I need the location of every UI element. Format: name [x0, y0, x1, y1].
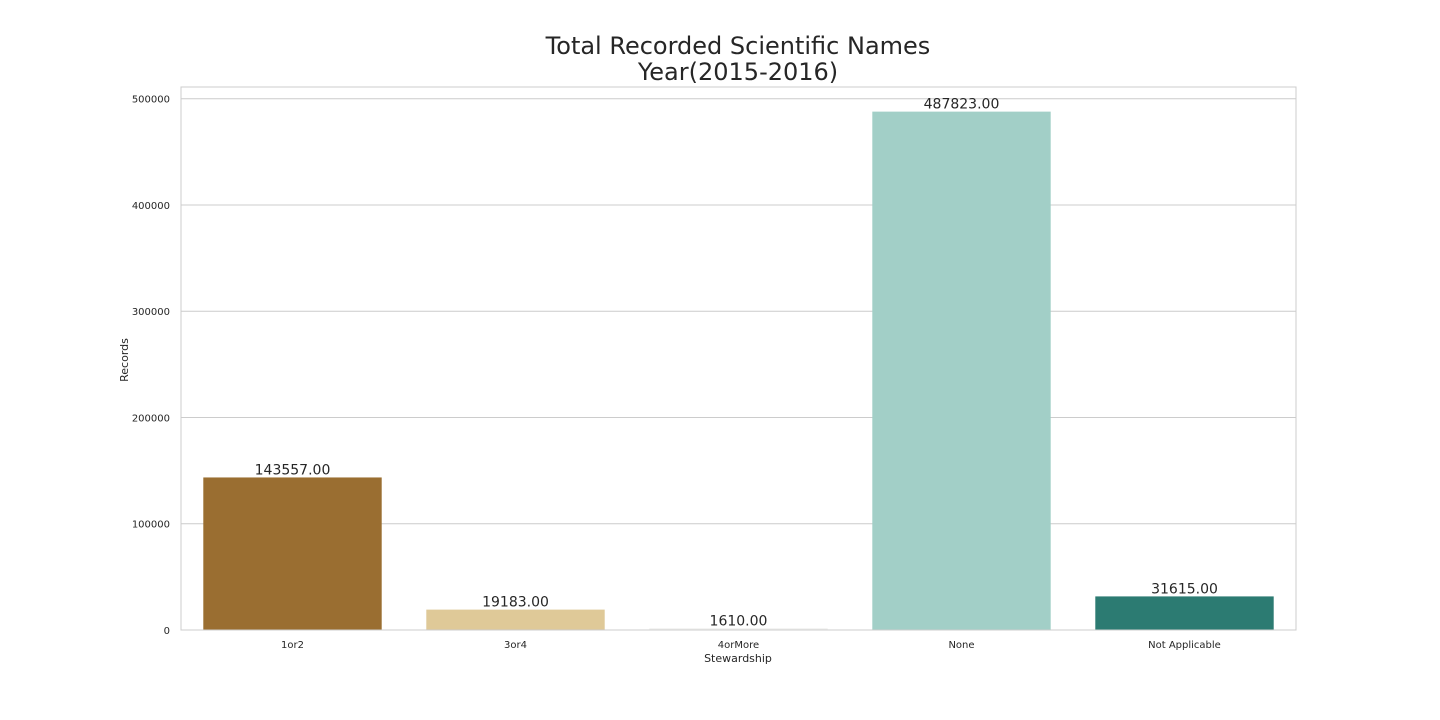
x-axis-label: Stewardship [704, 652, 772, 665]
x-tick-label: 4orMore [718, 640, 759, 651]
bar-1or2 [203, 477, 382, 630]
y-tick-label: 300000 [132, 307, 170, 318]
y-tick-label: 400000 [132, 201, 170, 212]
data-label: 1610.00 [710, 613, 768, 629]
data-label: 487823.00 [924, 97, 1000, 113]
x-tick-label: 1or2 [281, 640, 304, 651]
chart-title-line1: Total Recorded Scientific Names [545, 32, 931, 60]
y-tick-label: 500000 [132, 95, 170, 106]
bars [203, 111, 1274, 630]
x-tick-label: Not Applicable [1148, 640, 1221, 651]
x-tick-labels: 1or2 3or4 4orMore None Not Applicable [281, 640, 1221, 651]
bar-4ormore [649, 628, 828, 630]
y-tick-label: 100000 [132, 520, 170, 531]
y-tick-labels: 0 100000 200000 300000 400000 500000 [132, 95, 170, 637]
data-label: 143557.00 [255, 462, 331, 478]
x-tick-label: None [948, 640, 974, 651]
bar-3or4 [426, 609, 605, 630]
data-label: 19183.00 [482, 595, 549, 611]
chart-title-line2: Year(2015-2016) [637, 58, 838, 86]
y-tick-label: 0 [164, 626, 170, 637]
bar-none [872, 111, 1051, 630]
bar-not-applicable [1095, 596, 1274, 630]
y-tick-label: 200000 [132, 413, 170, 424]
plot-frame [180, 86, 1297, 631]
data-labels: 143557.00 19183.00 1610.00 487823.00 31615.0… [255, 97, 1218, 630]
data-label: 31615.00 [1151, 581, 1218, 597]
y-axis-label: Records [118, 338, 131, 382]
x-tick-label: 3or4 [504, 640, 527, 651]
